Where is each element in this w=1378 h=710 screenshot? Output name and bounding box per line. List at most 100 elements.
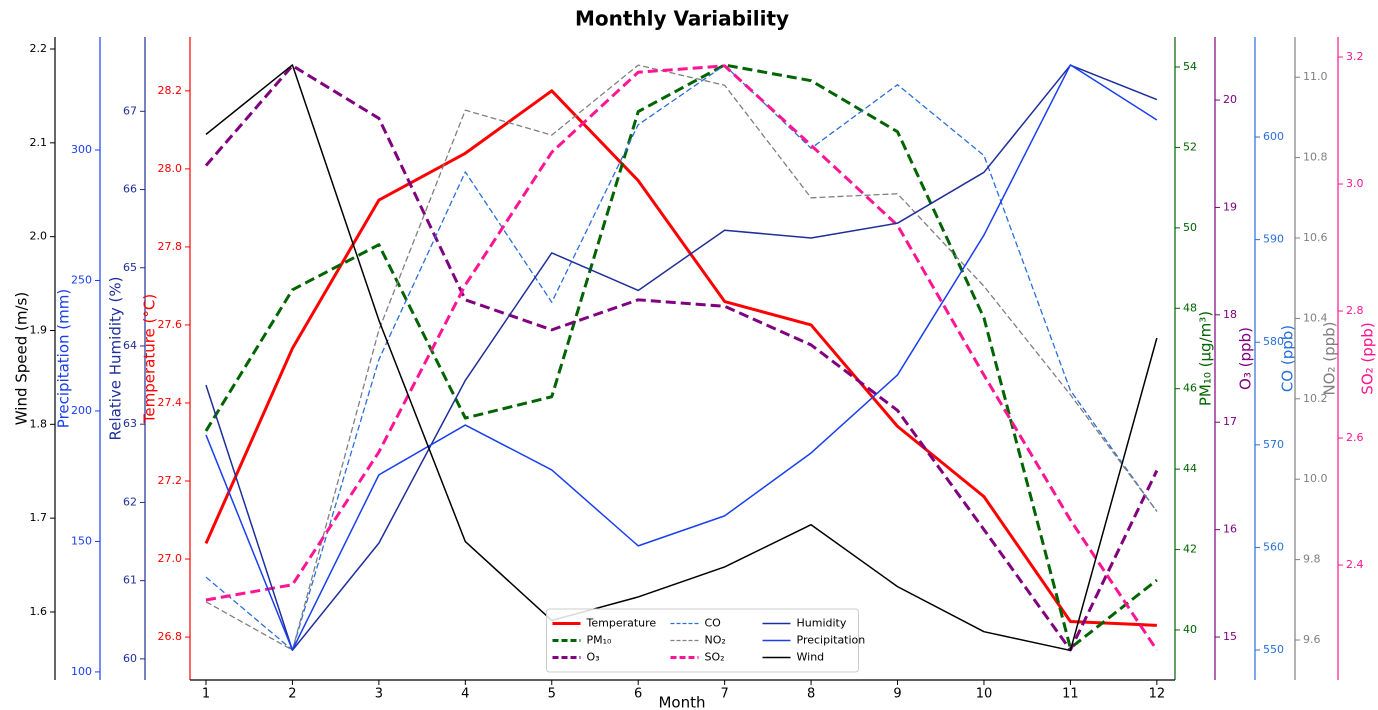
y-axis-label: Relative Humidity (%) — [107, 277, 125, 441]
x-tick-label: 8 — [807, 687, 815, 702]
x-axis-label: Month — [658, 694, 705, 710]
y-tick-label: 200 — [71, 404, 92, 417]
series-line — [205, 64, 1158, 651]
series-line — [205, 64, 1158, 652]
y-tick-label: 18 — [1223, 308, 1237, 321]
y-tick-label: 580 — [1263, 335, 1284, 348]
y-axis-label: CO (ppb) — [1279, 325, 1297, 392]
legend-label: NO₂ — [705, 634, 726, 647]
y-tick-label: 250 — [71, 273, 92, 286]
y-tick-label: 64 — [123, 339, 137, 352]
y-tick-label: 28.2 — [158, 84, 183, 97]
y-tick-label: 10.4 — [1303, 311, 1328, 324]
y-tick-label: 570 — [1263, 438, 1284, 451]
series-line — [204, 64, 1159, 652]
y-axis-label: Wind Speed (m/s) — [13, 292, 31, 425]
y-tick-label: 15 — [1223, 630, 1237, 643]
y-tick-label: 27.6 — [158, 318, 183, 331]
y-tick-label: 2.1 — [30, 136, 48, 149]
y-tick-label: 50 — [1183, 221, 1197, 234]
y-tick-label: 1.7 — [30, 511, 48, 524]
legend-box — [546, 608, 859, 673]
x-tick-label: 12 — [1149, 687, 1166, 702]
legend-label: Wind — [797, 651, 825, 664]
legend-label: Precipitation — [797, 634, 866, 647]
y-tick-label: 11.0 — [1303, 70, 1328, 83]
y-tick-label: 26.8 — [158, 630, 183, 643]
series-line — [204, 89, 1157, 627]
y-tick-label: 46 — [1183, 382, 1197, 395]
y-tick-label: 10.8 — [1303, 151, 1328, 164]
x-tick-label: 10 — [976, 687, 993, 702]
y-tick-label: 62 — [123, 495, 137, 508]
y-tick-label: 150 — [71, 534, 92, 547]
y-tick-label: 2.0 — [30, 230, 48, 243]
y-tick-label: 61 — [123, 574, 137, 587]
y-tick-label: 1.6 — [30, 605, 48, 618]
series-line — [205, 64, 1158, 652]
x-tick-label: 11 — [1062, 687, 1079, 702]
y-tick-label: 60 — [123, 652, 137, 665]
y-tick-label: 27.4 — [158, 396, 183, 409]
y-tick-label: 9.6 — [1303, 633, 1321, 646]
y-tick-label: 19 — [1223, 200, 1237, 213]
y-tick-label: 3.0 — [1346, 177, 1364, 190]
y-tick-label: 48 — [1183, 301, 1197, 314]
y-tick-label: 27.0 — [158, 552, 183, 565]
y-tick-label: 2.8 — [1346, 304, 1364, 317]
series-line — [205, 64, 1158, 651]
legend-label: SO₂ — [705, 651, 725, 664]
legend-label: O₃ — [587, 651, 600, 664]
y-axis-label: NO₂ (ppb) — [1321, 321, 1339, 395]
y-tick-label: 2.6 — [1346, 431, 1364, 444]
y-tick-label: 1.9 — [30, 323, 48, 336]
legend-label: CO — [705, 617, 722, 630]
x-tick-label: 7 — [720, 687, 728, 702]
legend-label: PM₁₀ — [587, 634, 613, 647]
y-tick-label: 28.0 — [158, 162, 183, 175]
y-axis-label: SO₂ (ppb) — [1359, 322, 1377, 394]
y-tick-label: 10.6 — [1303, 231, 1328, 244]
y-tick-label: 16 — [1223, 523, 1237, 536]
y-tick-label: 9.8 — [1303, 553, 1321, 566]
y-tick-label: 67 — [123, 104, 137, 117]
legend-label: Humidity — [797, 617, 847, 630]
y-tick-label: 600 — [1263, 130, 1284, 143]
y-tick-label: 63 — [123, 417, 137, 430]
y-tick-label: 300 — [71, 143, 92, 156]
y-tick-label: 17 — [1223, 415, 1237, 428]
y-tick-label: 3.2 — [1346, 50, 1364, 63]
series-line — [205, 64, 1159, 651]
y-tick-label: 1.8 — [30, 417, 48, 430]
x-tick-label: 6 — [634, 687, 642, 702]
x-tick-label: 9 — [893, 687, 901, 702]
y-tick-label: 10.0 — [1303, 472, 1328, 485]
y-tick-label: 27.2 — [158, 474, 183, 487]
y-tick-label: 42 — [1183, 543, 1197, 556]
chart-title: Monthly Variability — [575, 7, 789, 31]
y-tick-label: 44 — [1183, 462, 1197, 475]
legend-label: Temperature — [586, 617, 657, 630]
y-tick-label: 52 — [1183, 140, 1197, 153]
y-tick-label: 54 — [1183, 60, 1197, 73]
y-tick-label: 2.2 — [30, 42, 48, 55]
series-line — [204, 63, 1158, 650]
y-tick-label: 20 — [1223, 93, 1237, 106]
x-tick-label: 3 — [375, 687, 383, 702]
y-tick-label: 40 — [1183, 623, 1197, 636]
y-tick-label: 66 — [123, 183, 137, 196]
x-tick-label: 4 — [461, 687, 469, 702]
y-tick-label: 560 — [1263, 540, 1284, 553]
x-tick-label: 5 — [548, 687, 556, 702]
x-tick-label: 1 — [202, 687, 210, 702]
y-tick-label: 27.8 — [158, 240, 183, 253]
y-axis-label: Precipitation (mm) — [55, 289, 73, 428]
y-axis-label: O₃ (ppb) — [1237, 327, 1255, 390]
y-tick-label: 100 — [71, 665, 92, 678]
series-line — [205, 64, 1158, 651]
x-tick-label: 2 — [288, 687, 296, 702]
y-tick-label: 65 — [123, 261, 137, 274]
y-tick-label: 550 — [1263, 643, 1284, 656]
y-tick-label: 10.2 — [1303, 392, 1328, 405]
